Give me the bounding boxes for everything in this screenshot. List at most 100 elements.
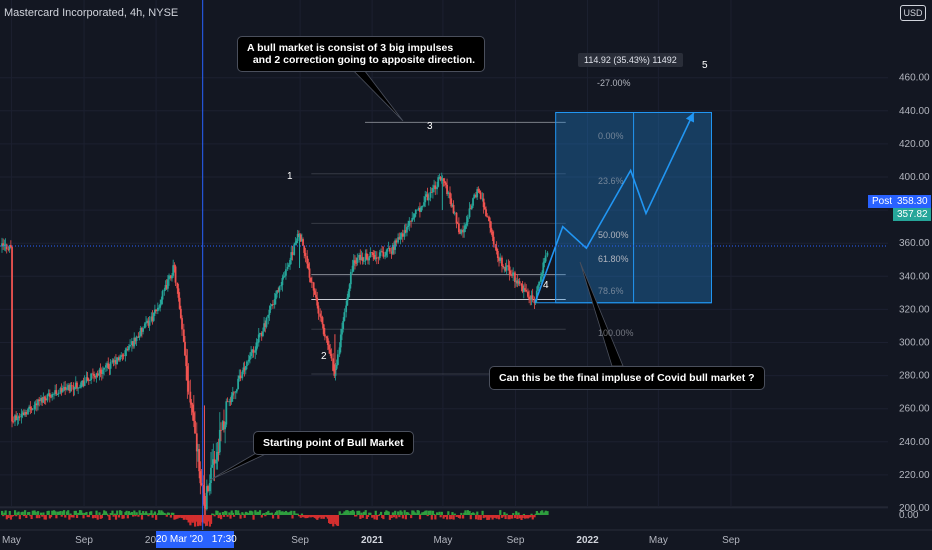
candle-body [31, 408, 34, 410]
time-axis[interactable]: MaySep2020Sep2021MaySep2022MaySep [2, 535, 740, 546]
candle-body [267, 314, 270, 318]
candle-body [73, 387, 76, 390]
volume-bar [143, 513, 147, 515]
candle-body [265, 317, 268, 327]
candle-body [213, 459, 216, 464]
volume-bar [528, 515, 531, 518]
candle-body [128, 346, 130, 350]
volume-bar [121, 515, 124, 519]
candle-body [241, 371, 244, 379]
candle-body [374, 257, 377, 260]
candle-body [348, 284, 351, 292]
candle-body [186, 366, 189, 381]
candle-body [540, 276, 542, 282]
volume-bar [472, 512, 475, 515]
candle-body [322, 324, 325, 335]
volume-bar [221, 511, 224, 515]
candle-body [168, 275, 170, 280]
volume-bar [412, 510, 415, 515]
volume-bar [28, 511, 31, 515]
volume-bar [55, 515, 58, 519]
volume-bar [142, 511, 145, 515]
candle-body [48, 393, 51, 397]
candle-body [530, 295, 533, 300]
candle-body [145, 322, 147, 324]
candle-body [495, 247, 498, 252]
candle-body [230, 395, 233, 402]
volume-bar [100, 515, 103, 519]
candle-body [43, 397, 46, 399]
candle-body [69, 385, 72, 391]
volume-bar [152, 513, 155, 515]
candle-body [143, 323, 146, 329]
candle-body [197, 449, 199, 452]
volume-bar [9, 515, 13, 520]
starting-point-note[interactable]: Starting point of Bull Market [253, 431, 414, 455]
price-axis-tick: 220.00 [899, 470, 930, 481]
volume-bar [129, 512, 132, 515]
volume-bar [323, 515, 327, 517]
candle-body [302, 239, 304, 246]
volume-bar [420, 513, 423, 515]
volume-bar [392, 515, 396, 518]
volume-bar [163, 512, 166, 515]
volume-bar [293, 510, 296, 515]
candle-body [463, 229, 466, 233]
candle-body [204, 504, 207, 510]
volume-bar [468, 511, 471, 515]
candle-body [388, 247, 391, 252]
volume-bar [438, 511, 441, 515]
volume-bar [470, 512, 474, 515]
candle-body [132, 341, 134, 347]
candle-body [238, 375, 241, 379]
candle-body [212, 459, 215, 465]
candle-body [518, 281, 521, 284]
currency-button[interactable]: USD [900, 5, 926, 21]
volume-bar [462, 515, 465, 519]
candle-body [502, 266, 505, 268]
volume-bar [283, 511, 286, 515]
candle-body [40, 397, 42, 402]
candle-body [451, 204, 454, 207]
candle-body [394, 240, 397, 250]
candle-body [410, 220, 412, 222]
volume-bar [268, 512, 271, 515]
volume-bar [334, 515, 337, 525]
candle-body [254, 350, 257, 353]
candle-body [96, 373, 99, 376]
volume-bar [242, 513, 245, 515]
wave-label-4: 4 [543, 280, 549, 291]
candle-body [33, 405, 36, 409]
candle-body [210, 467, 212, 484]
candle-body [346, 297, 349, 306]
candle-body [8, 245, 11, 250]
projection-path[interactable] [534, 112, 695, 304]
candle-body [317, 305, 320, 314]
volume-bar [300, 513, 304, 515]
candle-body [465, 222, 468, 226]
candle-body [325, 336, 328, 339]
price-axis[interactable]: 460.00440.00420.00400.00380.00360.00340.… [899, 73, 930, 521]
candle-body [382, 251, 385, 257]
volume-bar [425, 510, 428, 515]
volume-bar [509, 515, 513, 518]
volume-bar [114, 515, 118, 520]
volume-bar [155, 515, 158, 520]
volume-bar [51, 510, 54, 515]
volume-bar [404, 515, 407, 520]
candle-body [512, 272, 515, 276]
candle-body [470, 205, 473, 209]
volume-bar [465, 513, 468, 515]
volume-bar [315, 515, 318, 519]
candle-body [362, 260, 365, 262]
candle-body [178, 297, 181, 309]
bull-market-note[interactable]: A bull market is consist of 3 big impuls… [237, 36, 486, 72]
candle-body [138, 335, 141, 338]
candle-body [450, 198, 453, 207]
final-impulse-note[interactable]: Can this be the final impluse of Covid b… [489, 366, 765, 390]
volume-bar [308, 515, 311, 517]
volume-bar [313, 515, 317, 518]
volume-bar [139, 513, 142, 515]
